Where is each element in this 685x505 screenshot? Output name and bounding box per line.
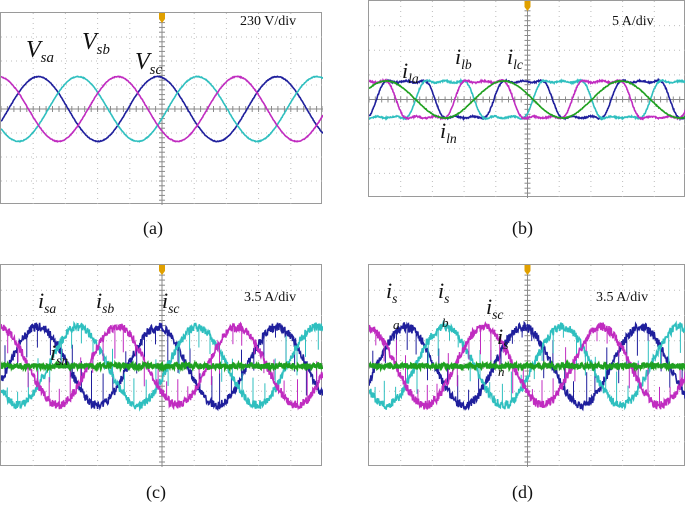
trace-isb bbox=[369, 319, 685, 411]
series-label-isa-d-sub: a bbox=[393, 317, 400, 332]
trigger-marker bbox=[159, 13, 165, 23]
grid-a bbox=[1, 13, 323, 205]
waveform-plot-c bbox=[1, 265, 323, 467]
series-label-ilb: ilb bbox=[455, 44, 472, 72]
waveform-plot-a bbox=[1, 13, 323, 205]
scale-label-d: 3.5 A/div bbox=[596, 290, 649, 305]
series-label-vsb: Vsb bbox=[82, 29, 110, 59]
caption-d: (d) bbox=[512, 482, 533, 502]
series-label-isn: isn bbox=[50, 340, 69, 368]
waveform-plot-b bbox=[369, 1, 685, 198]
trigger-marker bbox=[524, 1, 531, 11]
scope-screen-d bbox=[368, 264, 685, 467]
trace-isc bbox=[1, 321, 323, 411]
axis-ticks-a bbox=[1, 13, 323, 201]
switching-spikes-isc bbox=[375, 327, 681, 406]
caption-b: (b) bbox=[512, 218, 533, 238]
series-label-isa: isa bbox=[38, 288, 57, 316]
series-label-vsa: Vsa bbox=[26, 37, 54, 67]
caption-c: (c) bbox=[146, 482, 166, 502]
series-label-isb-d-sub: b bbox=[442, 315, 449, 330]
series-label-vsc: Vsc bbox=[135, 49, 163, 79]
trace-Vsc bbox=[1, 75, 323, 143]
series-label-ilc: ilc bbox=[507, 44, 523, 72]
trace-ilc bbox=[369, 77, 685, 121]
trigger-marker bbox=[524, 265, 531, 275]
series-label-ila: ila bbox=[402, 58, 419, 86]
trace-Vsa bbox=[1, 75, 323, 143]
scope-screen-c bbox=[0, 264, 323, 467]
waveform-plot-d bbox=[369, 265, 685, 467]
trace-Vsb bbox=[1, 75, 323, 144]
trigger-marker bbox=[159, 265, 165, 275]
scale-label-b: 5 A/div bbox=[612, 14, 654, 29]
scope-screen-b bbox=[368, 0, 685, 198]
trace-isn bbox=[1, 359, 323, 373]
caption-a: (a) bbox=[143, 218, 163, 238]
series-label-isc-d: isc bbox=[486, 294, 504, 322]
series-label-isn-d: is bbox=[497, 324, 509, 352]
trace-isa bbox=[369, 320, 685, 412]
scope-screen-a bbox=[0, 12, 323, 205]
series-label-isb-d: is bbox=[438, 278, 450, 306]
trace-isc bbox=[369, 321, 685, 411]
trace-isb bbox=[1, 320, 323, 412]
series-label-iln: iln bbox=[440, 118, 457, 146]
series-label-isb: isb bbox=[96, 288, 115, 316]
series-label-isa-d: is bbox=[386, 278, 398, 306]
series-label-isn-d-sub: n bbox=[498, 364, 505, 379]
trace-ilb bbox=[369, 77, 685, 121]
trace-isn bbox=[369, 359, 685, 373]
scale-label-c: 3.5 A/div bbox=[244, 290, 297, 305]
trace-isa bbox=[1, 322, 323, 412]
scale-label-a: 230 V/div bbox=[240, 14, 297, 29]
switching-spikes-isc bbox=[7, 327, 318, 406]
trace-iln bbox=[369, 79, 685, 120]
trace-ila bbox=[369, 77, 685, 122]
series-label-isc: isc bbox=[162, 288, 180, 316]
